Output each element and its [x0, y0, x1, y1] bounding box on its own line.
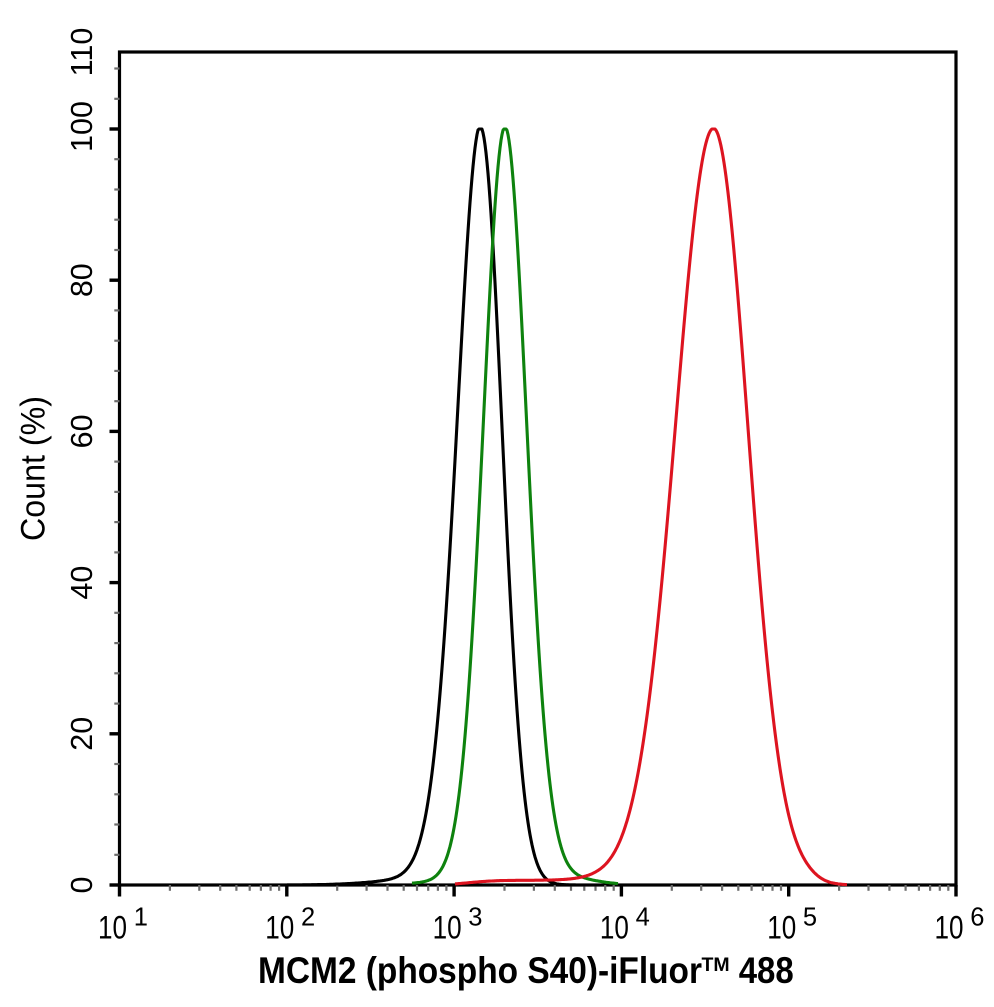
- svg-text:80: 80: [65, 263, 99, 297]
- svg-text:488: 488: [739, 950, 794, 991]
- svg-text:1: 1: [134, 904, 148, 932]
- svg-text:2: 2: [301, 904, 315, 932]
- svg-text:10: 10: [98, 910, 127, 946]
- svg-text:MCM2 (phospho S40)-iFluor: MCM2 (phospho S40)-iFluor: [258, 950, 702, 991]
- svg-text:110: 110: [65, 28, 99, 77]
- svg-text:100: 100: [65, 101, 99, 152]
- svg-text:Count (%): Count (%): [15, 396, 53, 541]
- svg-text:4: 4: [636, 904, 650, 932]
- svg-text:20: 20: [65, 717, 99, 751]
- svg-text:10: 10: [935, 910, 964, 946]
- svg-text:0: 0: [65, 877, 99, 894]
- svg-text:10: 10: [433, 910, 462, 946]
- svg-text:TM: TM: [702, 954, 730, 976]
- svg-text:40: 40: [65, 566, 99, 600]
- svg-text:60: 60: [65, 414, 99, 448]
- svg-text:3: 3: [468, 904, 482, 932]
- svg-text:10: 10: [767, 910, 796, 946]
- svg-text:5: 5: [803, 904, 817, 932]
- svg-text:10: 10: [600, 910, 629, 946]
- svg-text:10: 10: [265, 910, 294, 946]
- svg-text:6: 6: [970, 904, 984, 932]
